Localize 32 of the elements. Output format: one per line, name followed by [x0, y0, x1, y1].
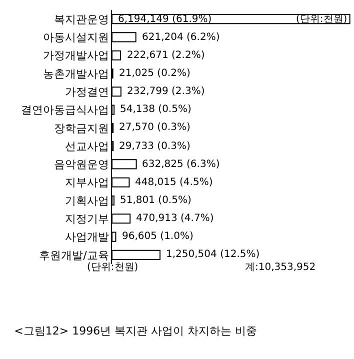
data-label: 29,733 (0.3%)	[119, 141, 190, 152]
data-label: 51,801 (0.5%)	[120, 195, 192, 206]
data-label: 470,913 (4.7%)	[136, 213, 214, 224]
data-label: 96,605 (1.0%)	[122, 231, 194, 242]
data-label: 1,250,504 (12.5%)	[166, 249, 260, 260]
y-tick-label: 장학금지원	[54, 122, 109, 135]
y-tick-label: 기획사업	[64, 194, 109, 208]
data-label: 222,671 (2.2%)	[127, 50, 205, 61]
data-label: 54,138 (0.5%)	[120, 104, 192, 115]
annotation: (단위:천원)	[87, 262, 138, 273]
y-tick-label: 지정기부	[64, 212, 109, 226]
y-tick-label: 지부사업	[64, 176, 109, 190]
y-tick-label: 복지관운영	[54, 12, 109, 26]
y-tick-label: 가정결연	[64, 85, 109, 98]
y-tick-label: 가정개발사업	[42, 49, 109, 62]
y-tick-label: 농촌개발사업	[42, 67, 109, 80]
y-tick-label: 음악원운영	[54, 158, 109, 172]
y-tick-label: 아동시설지원	[42, 31, 109, 44]
data-label: 27,570 (0.3%)	[119, 122, 190, 133]
annotation: (단위:천원)	[296, 14, 348, 25]
data-label: 632,825 (6.3%)	[142, 159, 220, 170]
y-tick-label: 후원개발/교육	[39, 248, 109, 262]
data-label: 21,025 (0.2%)	[119, 68, 190, 79]
data-label: 448,015 (4.5%)	[135, 177, 213, 188]
data-label: 621,204 (6.2%)	[142, 32, 220, 43]
data-label: 6,194,149 (61.9%)	[118, 14, 212, 25]
y-tick-label: 선교사업	[64, 140, 109, 153]
data-label: 232,799 (2.3%)	[127, 86, 205, 97]
annotation: 계:10,353,952	[245, 262, 316, 273]
text: <그림12> 1996년 복지관 사업이 차지하는 비중	[14, 324, 258, 338]
y-tick-label: 결연아동급식사업	[20, 104, 109, 117]
y-tick-label: 사업개발	[64, 230, 109, 244]
